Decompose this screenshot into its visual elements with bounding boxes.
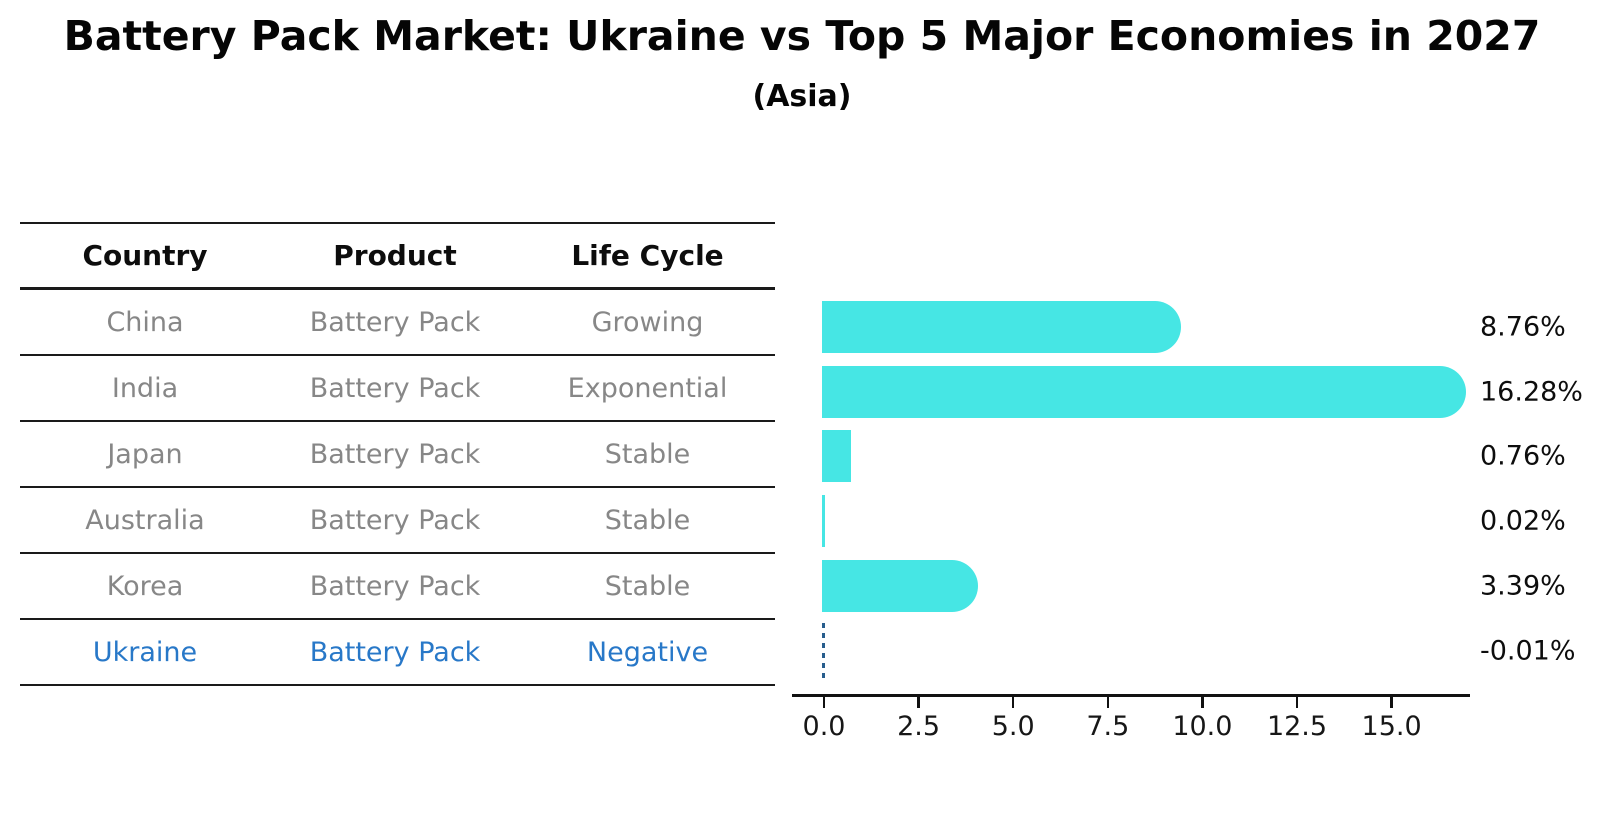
x-axis-tick-label: 12.5 (1266, 711, 1328, 742)
cell-product: Battery Pack (309, 570, 481, 602)
cell-life-cycle: Stable (604, 504, 691, 536)
bar-india (822, 365, 1467, 418)
cell-country: Australia (85, 504, 205, 536)
x-axis-tick (1295, 697, 1299, 708)
x-axis-tick (1201, 697, 1204, 708)
table-row: Korea Battery Pack Stable (20, 554, 775, 620)
column-header-country: Country (82, 239, 208, 272)
column-header-product: Product (333, 239, 457, 272)
bar-value-label: -0.01% (1480, 635, 1576, 666)
cell-life-cycle: Growing (591, 306, 704, 338)
bar-australia (822, 495, 825, 548)
country-table: Country Product Life Cycle China Battery … (20, 222, 775, 686)
cell-product: Battery Pack (309, 372, 481, 404)
bar-korea (822, 559, 979, 612)
bar-value-label: 16.28% (1480, 376, 1583, 408)
country-table-body: China Battery Pack Growing India Battery Pac… (20, 290, 775, 686)
cell-life-cycle: Exponential (567, 372, 728, 404)
bar-value-label: 0.76% (1480, 440, 1566, 472)
x-axis-tick (1390, 697, 1393, 708)
bar-china (822, 301, 1182, 353)
chart-title: Battery Pack Market: Ukraine vs Top 5 Ma… (63, 12, 1541, 60)
x-axis-line (792, 694, 1470, 697)
table-row: Japan Battery Pack Stable (20, 422, 775, 488)
table-row: China Battery Pack Growing (20, 290, 775, 356)
x-axis-tick-label: 7.5 (1086, 711, 1130, 742)
table-row: Ukraine Battery Pack Negative (20, 620, 775, 686)
negative-value-marker-ukraine (822, 622, 825, 679)
x-axis-tick-label: 0.0 (802, 711, 846, 742)
column-header-life-cycle: Life Cycle (571, 239, 724, 272)
x-axis-tick (822, 697, 826, 708)
cell-country: China (106, 306, 184, 338)
x-axis-tick-label: 10.0 (1172, 711, 1233, 742)
x-axis-tick (917, 697, 920, 708)
cell-life-cycle: Stable (604, 438, 691, 470)
cell-product: Battery Pack (309, 438, 481, 470)
table-row: India Battery Pack Exponential (20, 356, 775, 422)
x-axis-tick-label: 15.0 (1361, 711, 1422, 742)
cell-life-cycle: Negative (586, 636, 709, 668)
table-row: Australia Battery Pack Stable (20, 488, 775, 554)
x-axis-tick (1106, 697, 1110, 708)
x-axis-tick-label: 2.5 (897, 711, 941, 742)
cell-country: Korea (106, 570, 184, 602)
cell-product: Battery Pack (309, 504, 481, 536)
bar-value-label: 3.39% (1480, 570, 1566, 602)
cell-country: India (111, 372, 179, 404)
cell-product: Battery Pack (309, 306, 481, 338)
cell-country: Japan (107, 438, 183, 470)
bar-value-label: 0.02% (1480, 505, 1566, 537)
bar-value-label: 8.76% (1480, 311, 1566, 343)
table-header-row: Country Product Life Cycle (20, 224, 775, 290)
x-axis-tick (1011, 697, 1015, 708)
cell-country: Ukraine (92, 636, 198, 668)
cell-product: Battery Pack (309, 636, 481, 668)
chart-subtitle: (Asia) (752, 79, 852, 114)
cell-life-cycle: Stable (604, 570, 691, 602)
bar-japan (822, 430, 851, 483)
x-axis-tick-label: 5.0 (991, 711, 1035, 742)
